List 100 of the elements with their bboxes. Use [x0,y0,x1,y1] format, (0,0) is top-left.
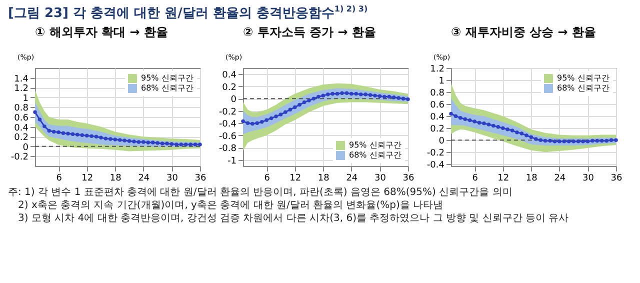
point [90,134,94,138]
point [66,132,70,136]
legend-label: 95% 신뢰구간 [557,74,610,82]
point [278,112,283,116]
point [146,140,150,144]
y-tick-label: -0.8 [218,144,237,154]
point [292,105,297,110]
chart-title: ③ 재투자비중 상승 → 환율 [451,25,596,39]
point [472,120,476,124]
text: 3) 모형 시차 4에 대한 충격반응이며, 강건성 검증 차원에서 다른 시차(3, 6)를 추정하였으나 그 방향 및 신뢰구간 등이 유사 [17,212,570,225]
point [42,124,46,128]
point [246,121,250,125]
y-tick-label: -0.2 [10,152,28,163]
point [463,117,468,121]
point [482,121,486,126]
point [468,118,472,122]
x-tick-label: 30 [582,174,594,184]
point [358,92,363,96]
point [590,138,594,143]
point [241,119,245,124]
point [600,138,604,143]
point [80,133,84,137]
x-tick-label: 6 [56,174,62,184]
x-tick-label: 36 [610,174,622,184]
text: 주: 1) 각 변수 1 표준편차 충격에 대한 원/달러 환율의 반응이며, 파란(초록) 음영은 68%(95%) 신뢰구간을 의미 [8,186,514,199]
legend-label: 68% 신뢰구간 [557,84,610,92]
point [174,142,178,146]
point [496,125,500,129]
x-tick-label: 12 [498,174,510,184]
y-tick-label: 1.4 [14,74,29,84]
point [165,142,169,146]
text: [그림 23] 각 충격에 대한 원/달러 환율의 충격반응함수$^{1) 2) 3)}$ [8,4,369,22]
y-tick-label: 0.6 [14,114,29,124]
x-tick-label: 6 [472,174,478,184]
point [284,110,288,114]
point [321,94,326,98]
y-tick-label: 1.2 [14,84,28,94]
point [274,114,278,118]
x-tick-label: 18 [110,174,122,184]
point [298,102,302,107]
point [387,94,392,99]
x-tick-label: 36 [194,174,206,184]
point [396,96,400,100]
point [156,141,160,145]
point [595,138,600,143]
y-tick-label: -0.4 [426,160,445,171]
point [548,138,552,143]
text: 2) x축은 충격의 지속 기간(개월)이며, y축은 충격에 대한 원/달러 환율의 변화율(%p)을 나타냄 [17,199,444,212]
point [538,138,542,142]
point [104,136,108,140]
x-tick-label: 6 [264,174,270,184]
point [38,118,42,122]
point [364,92,368,96]
point [264,118,268,122]
point [350,92,354,96]
x-tick-label: 24 [138,174,150,184]
point [33,110,37,114]
point [142,140,146,144]
point [576,139,580,144]
point [543,138,548,143]
point [449,112,453,116]
point [61,131,66,136]
point [326,92,330,96]
point [344,91,349,95]
x-tick-label: 30 [166,174,178,184]
point [122,138,126,142]
point [330,92,334,96]
y-tick-label: 0.4 [222,70,237,81]
point [99,136,103,140]
point [373,94,377,98]
x-tick-label: 24 [554,174,566,184]
point [572,139,576,144]
point [581,139,585,144]
point [170,142,174,146]
point [250,122,254,126]
x-tick-label: 12 [82,174,94,184]
chart-title: ② 투자소득 증가 → 환율 [243,25,376,39]
point [604,138,608,143]
y-tick-label: 1.2 [430,64,444,74]
y-tick-label: 0 [438,136,445,147]
point [534,137,538,141]
point [198,142,202,146]
point [392,96,396,100]
point [260,120,264,124]
x-tick-label: 18 [318,174,330,184]
y-tick-label: 1 [22,94,28,104]
point [609,138,614,142]
point [558,139,562,144]
point [515,130,519,134]
y-tick-label: 0.2 [222,82,236,93]
point [477,120,482,125]
point [288,108,292,112]
point [136,140,141,144]
point [368,93,372,97]
point [316,94,320,99]
point [566,139,571,144]
y-tick-label: 0.2 [430,124,444,135]
y-tick-label: -0.6 [218,132,237,142]
point [552,139,557,144]
point [84,134,89,138]
